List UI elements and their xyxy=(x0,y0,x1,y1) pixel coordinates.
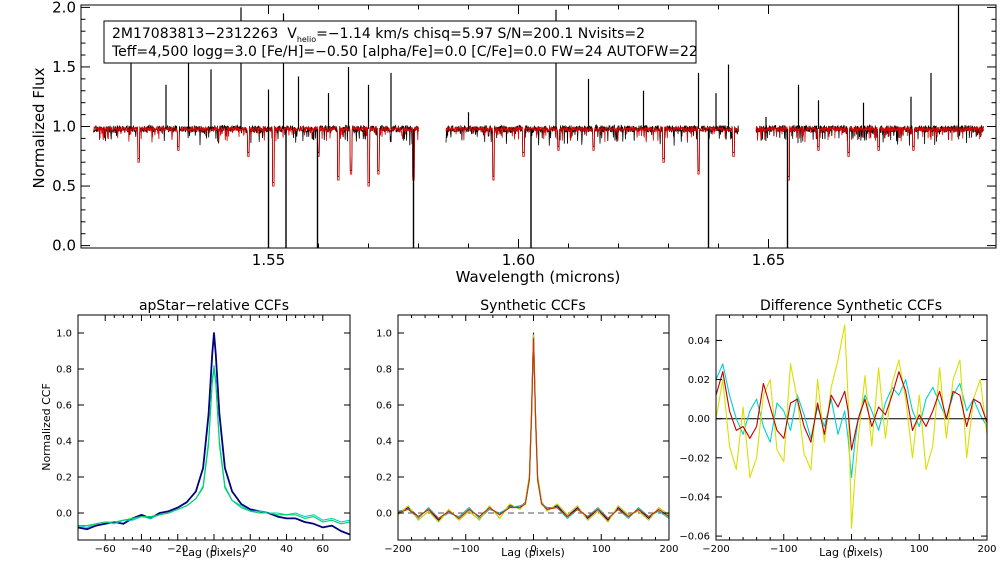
x-tick-label: 1.55 xyxy=(252,251,285,269)
synthetic-spectrum-segment xyxy=(755,125,984,181)
synthetic-spectrum-segment xyxy=(445,125,739,181)
x-tick-label: −40 xyxy=(131,544,152,555)
y-tick-label: 0.8 xyxy=(56,365,72,376)
spectrum-panel: 1.55 1.60 1.65 0.0 0.5 1.0 1.5 2.0 2M17083813−2… xyxy=(30,0,997,286)
x-tick-label: −60 xyxy=(95,544,116,555)
annotation-spacer xyxy=(278,26,287,42)
y-tick-label: 0.2 xyxy=(56,473,72,484)
annotation-v-subscript: helio xyxy=(297,35,316,44)
x-tick-label: −100 xyxy=(452,544,479,555)
ccf-synthetic-title: Synthetic CCFs xyxy=(480,298,585,314)
ccf-difference-traces xyxy=(716,324,987,529)
y-tick-label: 0.6 xyxy=(56,401,72,412)
ccf-series-line xyxy=(78,368,350,527)
spectrum-annotation-box xyxy=(103,20,697,64)
x-tick-label: 100 xyxy=(910,544,929,555)
ccf-series-line xyxy=(716,371,987,451)
ccf-series-line xyxy=(78,364,350,528)
y-tick-label: 0.8 xyxy=(376,365,392,376)
y-tick-label: 1.5 xyxy=(52,58,76,76)
y-tick-label: 0.04 xyxy=(688,336,710,347)
y-tick-label: 0.4 xyxy=(56,437,72,448)
y-tick-label: 1.0 xyxy=(52,118,76,136)
y-tick-label: 0.00 xyxy=(688,414,710,425)
ccf-difference-ticks: −200 −100 0 100 200 −0.06 −0.04 −0.02 0.00 0.02 0.… xyxy=(679,315,997,555)
ccf-apstar-plot-area xyxy=(78,315,350,540)
ccf-apstar-ticks: −60 −40 −20 0 20 40 60 0.0 0.2 0.4 0.6 0.8 1.0 xyxy=(56,315,350,555)
annotation-v-label: V xyxy=(287,26,297,42)
spectrum-x-axis-label: Wavelength (microns) xyxy=(456,268,621,286)
x-tick-label: 20 xyxy=(244,544,257,555)
y-tick-label: −0.04 xyxy=(679,492,710,503)
ccf-apstar-y-axis-label: Normalized CCF xyxy=(40,383,53,471)
y-tick-label: 0.4 xyxy=(376,437,392,448)
ccf-apstar-panel: −60 −40 −20 0 20 40 60 0.0 0.2 0.4 0.6 0.8 1.0 apSta… xyxy=(40,298,351,559)
ccf-apstar-traces xyxy=(78,332,350,536)
x-tick-label: −200 xyxy=(702,544,729,555)
ccf-difference-title: Difference Synthetic CCFs xyxy=(760,298,942,314)
x-tick-label: −100 xyxy=(770,544,797,555)
ccf-synthetic-x-axis-label: Lag (pixels) xyxy=(501,546,565,559)
y-tick-label: 1.0 xyxy=(376,329,392,340)
synthetic-spectrum-segment xyxy=(93,125,419,187)
y-tick-label: 2.0 xyxy=(52,0,76,16)
x-tick-label: −200 xyxy=(384,544,411,555)
ccf-difference-plot-area xyxy=(716,315,987,540)
x-tick-label: 0 xyxy=(848,544,854,555)
x-tick-label: 1.60 xyxy=(502,251,535,269)
ccf-apstar-title: apStar−relative CCFs xyxy=(139,298,289,314)
y-tick-label: 0.0 xyxy=(376,509,392,520)
y-tick-label: 0.6 xyxy=(376,401,392,412)
spectrum-traces xyxy=(93,5,984,248)
annotation-line-2: Teff=4,500 logg=3.0 [Fe/H]=−0.50 [alpha/… xyxy=(111,44,698,60)
ccf-synthetic-traces xyxy=(398,332,669,523)
ccf-synthetic-panel: −200 −100 0 100 200 0.0 0.2 0.4 0.6 0.8 1.0 Synthe… xyxy=(376,298,678,559)
annotation-star-id: 2M17083813−2312263 xyxy=(112,26,278,42)
ccf-series-line xyxy=(716,324,987,529)
ccf-apstar-x-axis-label: Lag (pixels) xyxy=(182,546,246,559)
y-tick-label: 0.5 xyxy=(52,177,76,195)
x-tick-label: 200 xyxy=(977,544,996,555)
observed-spectrum-segment xyxy=(445,123,739,177)
ccf-series-line xyxy=(716,363,987,478)
spectrum-y-axis-label: Normalized Flux xyxy=(30,67,48,188)
y-tick-label: 0.02 xyxy=(688,375,710,386)
annotation-v-rest: =−1.14 km/s chisq=5.97 S/N=200.1 Nvisits… xyxy=(316,26,645,42)
y-tick-label: 1.0 xyxy=(56,329,72,340)
ccf-difference-x-axis-label: Lag (pixels) xyxy=(819,546,883,559)
y-tick-label: 0.0 xyxy=(52,237,76,255)
y-tick-label: 0.0 xyxy=(56,509,72,520)
y-tick-label: 0.2 xyxy=(376,473,392,484)
ccf-difference-panel: −200 −100 0 100 200 −0.06 −0.04 −0.02 0.00 0.02 0.… xyxy=(679,298,996,559)
x-tick-label: 1.65 xyxy=(752,251,785,269)
y-tick-label: −0.02 xyxy=(679,453,710,464)
x-tick-label: 0 xyxy=(211,544,217,555)
annotation-line-1: 2M17083813−2312263 Vhelio=−1.14 km/s chi… xyxy=(112,26,645,44)
x-tick-label: 100 xyxy=(592,544,611,555)
x-tick-label: 0 xyxy=(530,544,536,555)
ccf-synthetic-ticks: −200 −100 0 100 200 0.0 0.2 0.4 0.6 0.8 1.0 xyxy=(376,315,679,555)
ccf-series-line xyxy=(398,337,669,519)
y-tick-label: −0.06 xyxy=(679,532,710,543)
x-tick-label: 40 xyxy=(280,544,293,555)
spectrum-ticks: 1.55 1.60 1.65 0.0 0.5 1.0 1.5 2.0 xyxy=(52,0,996,269)
x-tick-label: 60 xyxy=(316,544,329,555)
x-tick-label: 200 xyxy=(659,544,678,555)
x-tick-label: −20 xyxy=(167,544,188,555)
